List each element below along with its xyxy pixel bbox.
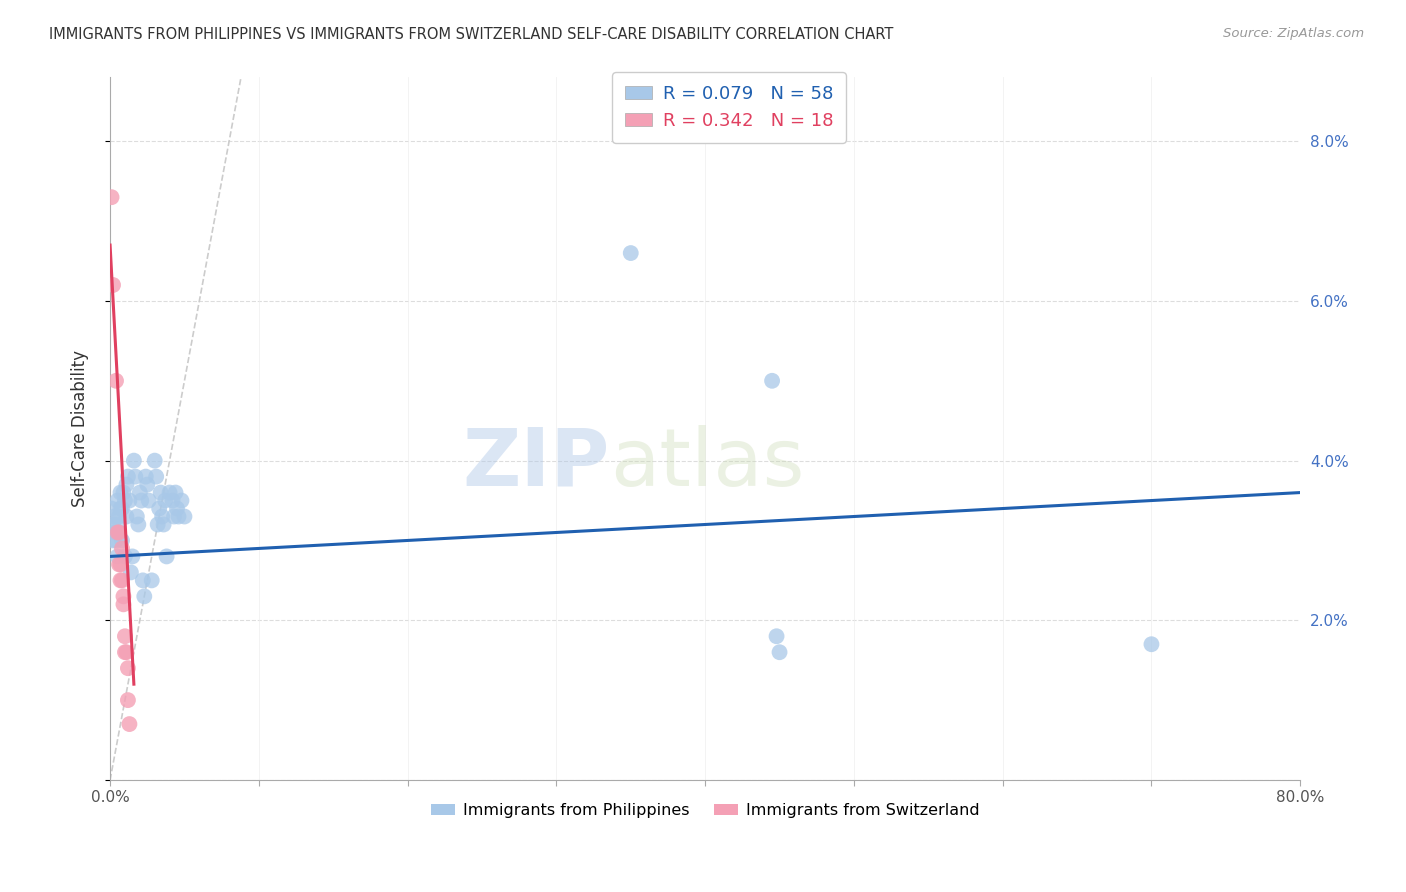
Point — [111, 533, 134, 548]
Point — [107, 525, 129, 540]
Point — [108, 509, 131, 524]
Point — [162, 493, 184, 508]
Point — [163, 509, 186, 524]
Point — [108, 525, 131, 540]
Point — [167, 509, 190, 524]
Point — [620, 246, 643, 260]
Point — [111, 501, 134, 516]
Point — [112, 597, 135, 611]
Point — [124, 469, 146, 483]
Point — [110, 574, 132, 588]
Point — [146, 517, 169, 532]
Point — [114, 629, 136, 643]
Point — [170, 493, 193, 508]
Point — [100, 501, 122, 516]
Point — [111, 574, 134, 588]
Point — [149, 485, 172, 500]
Point — [761, 374, 783, 388]
Point — [135, 469, 157, 483]
Point — [111, 541, 134, 556]
Point — [118, 717, 141, 731]
Point — [103, 509, 125, 524]
Point — [1140, 637, 1163, 651]
Point — [118, 493, 141, 508]
Point — [143, 453, 166, 467]
Point — [107, 549, 129, 564]
Point — [105, 374, 128, 388]
Point — [166, 501, 188, 516]
Point — [165, 485, 187, 500]
Point — [136, 477, 159, 491]
Point — [108, 525, 131, 540]
Point — [173, 509, 195, 524]
Point — [148, 501, 170, 516]
Point — [128, 485, 150, 500]
Point — [141, 574, 163, 588]
Point — [101, 533, 124, 548]
Point — [115, 509, 138, 524]
Point — [768, 645, 790, 659]
Point — [117, 693, 139, 707]
Text: ZIP: ZIP — [463, 425, 610, 503]
Point — [114, 645, 136, 659]
Point — [105, 533, 128, 548]
Point — [153, 493, 176, 508]
Point — [114, 493, 136, 508]
Point — [134, 590, 156, 604]
Point — [105, 517, 128, 532]
Point — [112, 590, 135, 604]
Y-axis label: Self-Care Disability: Self-Care Disability — [72, 351, 89, 508]
Text: Source: ZipAtlas.com: Source: ZipAtlas.com — [1223, 27, 1364, 40]
Point — [101, 517, 124, 532]
Point — [125, 509, 148, 524]
Point — [107, 493, 129, 508]
Point — [100, 190, 122, 204]
Point — [120, 566, 142, 580]
Text: IMMIGRANTS FROM PHILIPPINES VS IMMIGRANTS FROM SWITZERLAND SELF-CARE DISABILITY : IMMIGRANTS FROM PHILIPPINES VS IMMIGRANT… — [49, 27, 894, 42]
Point — [110, 485, 132, 500]
Point — [131, 493, 153, 508]
Point — [117, 469, 139, 483]
Legend: Immigrants from Philippines, Immigrants from Switzerland: Immigrants from Philippines, Immigrants … — [425, 797, 986, 825]
Point — [112, 485, 135, 500]
Point — [103, 525, 125, 540]
Point — [114, 549, 136, 564]
Point — [101, 278, 124, 293]
Text: atlas: atlas — [610, 425, 804, 503]
Point — [152, 517, 174, 532]
Point — [122, 453, 145, 467]
Point — [108, 558, 131, 572]
Point — [150, 509, 173, 524]
Point — [159, 485, 181, 500]
Point — [110, 501, 132, 516]
Point — [765, 629, 787, 643]
Point — [155, 549, 177, 564]
Point — [110, 558, 132, 572]
Point — [121, 549, 143, 564]
Point — [115, 645, 138, 659]
Point — [117, 661, 139, 675]
Point — [132, 574, 155, 588]
Point — [145, 469, 167, 483]
Point — [138, 493, 160, 508]
Point — [115, 477, 138, 491]
Point — [127, 517, 149, 532]
